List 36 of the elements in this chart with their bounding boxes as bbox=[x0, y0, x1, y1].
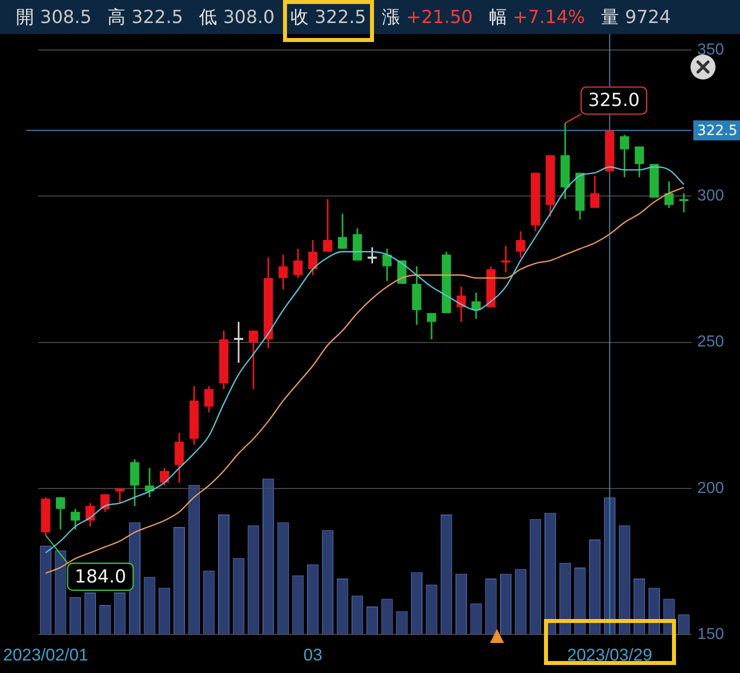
candlestick bbox=[204, 385, 214, 414]
ref-line-label: 322.5 bbox=[697, 123, 738, 140]
y-tick-label: 350 bbox=[697, 41, 724, 58]
candlestick bbox=[590, 174, 600, 209]
annotation: 184.0 bbox=[74, 566, 126, 588]
candlestick bbox=[248, 330, 258, 390]
candlestick bbox=[679, 192, 688, 214]
y-tick-label: 200 bbox=[697, 480, 724, 497]
annotation: 325.0 bbox=[588, 90, 640, 112]
candlestick bbox=[664, 180, 674, 209]
x-tick-label: 2023/03/29 bbox=[567, 645, 652, 664]
candlestick bbox=[323, 198, 332, 252]
candlestick bbox=[308, 239, 318, 276]
candlestick bbox=[130, 458, 140, 507]
candlestick bbox=[620, 134, 630, 178]
candlestick bbox=[174, 432, 184, 484]
candlestick bbox=[70, 508, 80, 530]
candlestick bbox=[426, 312, 436, 340]
x-tick-label: 2023/02/01 bbox=[3, 645, 88, 664]
y-tick-label: 300 bbox=[697, 188, 724, 205]
y-tick-label: 150 bbox=[697, 626, 724, 644]
x-tick-label: 03 bbox=[303, 645, 322, 664]
candlestick bbox=[278, 254, 288, 290]
candlestick bbox=[516, 230, 526, 258]
candlestick bbox=[115, 488, 124, 504]
candlestick bbox=[234, 321, 244, 364]
candlestick bbox=[368, 246, 377, 264]
candlestick bbox=[338, 212, 348, 250]
candlestick bbox=[86, 502, 95, 528]
candlestick bbox=[501, 245, 510, 273]
candlestick bbox=[293, 248, 303, 279]
candlestick bbox=[56, 496, 66, 530]
candlestick bbox=[382, 248, 392, 282]
y-tick-label: 250 bbox=[697, 334, 724, 351]
candlestick bbox=[634, 146, 644, 178]
text: 開 308.5 高 322.5 低 308.0 收 322.5 漲 +21.50 幅 +7.14% 量 9724 bbox=[16, 7, 671, 28]
